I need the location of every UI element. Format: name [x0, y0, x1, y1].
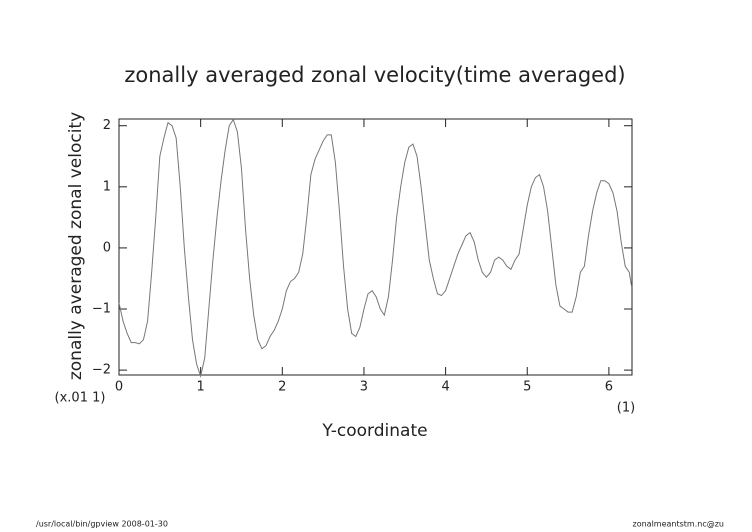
x-axis-label: Y-coordinate: [321, 421, 427, 441]
y-tick-label: 1: [103, 179, 111, 194]
x-unit-label: (1): [617, 401, 635, 416]
y-tick-label: 0: [103, 240, 111, 255]
x-tick-label: 0: [115, 380, 123, 395]
y-axis-label: zonally averaged zonal velocity: [66, 112, 86, 380]
footer-left: /usr/local/bin/gpview 2008-01-30: [36, 520, 168, 529]
x-tick-label: 6: [605, 380, 613, 395]
y-unit-label: (x.01 1): [55, 391, 106, 406]
y-tick-label: 2: [103, 118, 111, 133]
chart-title: zonally averaged zonal velocity(time ave…: [124, 63, 625, 87]
y-tick-label: −1: [92, 302, 111, 317]
x-tick-label: 4: [441, 380, 449, 395]
x-tick-label: 1: [197, 380, 205, 395]
x-tick-label: 3: [360, 380, 368, 395]
x-tick-label: 2: [278, 380, 286, 395]
y-tick-label: −2: [92, 363, 111, 378]
footer-right: zonalmeantstm.nc@zu: [633, 520, 725, 529]
data-line: [118, 118, 633, 379]
x-tick-label: 5: [523, 380, 531, 395]
plot-frame: [118, 118, 633, 376]
